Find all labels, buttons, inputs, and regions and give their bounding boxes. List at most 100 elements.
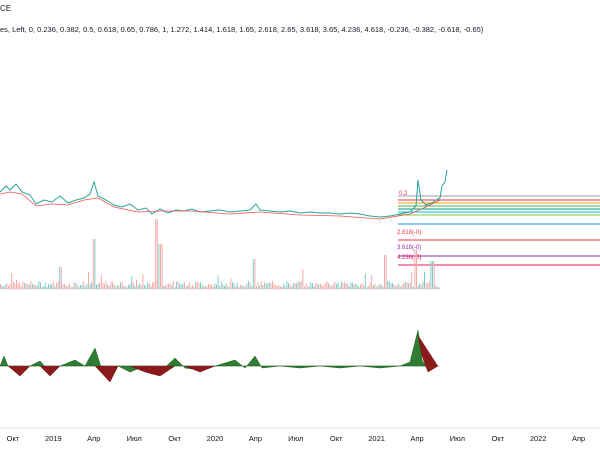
volume-bar	[33, 284, 35, 289]
volume-bar	[180, 284, 182, 289]
volume-bar	[142, 274, 144, 289]
volume-bar	[102, 282, 104, 289]
volume-bar	[97, 283, 99, 289]
volume-bar	[112, 282, 113, 289]
volume-bar	[188, 282, 190, 289]
volume-bar	[185, 286, 187, 289]
volume-bar	[28, 284, 30, 289]
volume-bar	[107, 284, 109, 289]
volume-bar	[294, 282, 296, 289]
volume-bar	[161, 244, 163, 289]
volume-bar	[174, 286, 176, 289]
volume-bar	[38, 281, 40, 289]
volume-bar	[96, 284, 97, 289]
volume-bar	[140, 285, 142, 289]
volume-bar	[155, 219, 157, 289]
volume-bar	[14, 283, 16, 289]
volume-bar	[57, 282, 59, 289]
volume-bar	[284, 286, 286, 289]
volume-bar	[169, 283, 171, 289]
time-label: 2019	[45, 434, 62, 443]
volume-bar	[404, 281, 406, 289]
volume-bar	[347, 283, 349, 289]
volume-bar	[380, 284, 382, 289]
volume-bar	[94, 239, 96, 289]
fib-label: 3.618(-0)	[397, 245, 421, 251]
volume-bar	[70, 286, 72, 289]
volume-bar	[208, 284, 209, 289]
volume-bar	[156, 219, 158, 289]
price-line	[0, 169, 448, 218]
volume-bar	[128, 284, 129, 289]
time-label: Окт	[7, 434, 20, 443]
volume-bar	[30, 281, 32, 289]
volume-bar	[364, 273, 366, 289]
volume-bar	[344, 282, 345, 289]
volume-bar	[243, 286, 245, 289]
volume-bar	[307, 285, 309, 289]
volume-bar	[228, 286, 230, 289]
volume-bar	[387, 281, 389, 289]
volume-bar	[163, 285, 165, 289]
volume-bar	[89, 284, 91, 289]
volume-bar	[329, 284, 331, 289]
volume-bar	[41, 286, 43, 289]
volume-bar	[254, 259, 256, 289]
volume-bar	[400, 286, 401, 289]
volume-bar	[139, 283, 141, 289]
volume-bar	[81, 284, 83, 289]
volume-bar	[83, 281, 85, 289]
volume-bar	[246, 283, 248, 289]
volume-bar	[425, 282, 427, 289]
volume-bar	[134, 285, 136, 289]
volume-bar	[108, 285, 110, 289]
volume-bar	[401, 285, 403, 289]
volume-bar	[24, 283, 25, 289]
volume-bar	[326, 281, 328, 289]
volume-bar	[164, 285, 166, 289]
volume-bar	[60, 267, 62, 289]
volume-bar	[67, 286, 69, 289]
volume-bar	[278, 285, 280, 289]
time-label: 2022	[530, 434, 547, 443]
volume-bar	[179, 283, 181, 289]
volume-bar	[212, 286, 214, 289]
volume-bar	[62, 284, 64, 289]
volume-bar	[369, 282, 371, 289]
volume-bar	[196, 281, 198, 289]
volume-bar	[241, 285, 243, 289]
volume-bar	[129, 284, 131, 289]
volume-bar	[227, 286, 229, 289]
volume-bar	[363, 285, 365, 289]
volume-bar	[238, 286, 240, 289]
volume-bar	[267, 283, 269, 289]
volume-bar	[406, 282, 408, 289]
volume-bar	[49, 284, 51, 289]
volume-bar	[115, 286, 117, 289]
volume-bar	[219, 285, 221, 289]
volume-bar	[264, 282, 265, 289]
volume-bar	[356, 285, 358, 289]
volume-bar	[121, 281, 123, 289]
time-label: 2021	[368, 434, 385, 443]
volume-bar	[220, 281, 222, 289]
volume-bar	[9, 283, 11, 289]
volume-bar	[430, 261, 432, 289]
volume-bar	[232, 282, 233, 289]
volume-bar	[104, 283, 105, 289]
volume-bar	[20, 286, 22, 289]
volume-bar	[288, 283, 289, 289]
volume-bar	[236, 282, 238, 289]
symbol-title: CE	[0, 4, 11, 13]
volume-bar	[100, 274, 102, 289]
volume-bar	[265, 282, 267, 289]
volume-bar	[259, 285, 261, 289]
volume-bar	[379, 283, 381, 289]
volume-bar	[368, 285, 369, 289]
volume-bar	[310, 282, 312, 289]
volume-bar	[113, 284, 115, 289]
volume-bar	[350, 282, 352, 289]
volume-bar	[193, 286, 195, 289]
volume-bar	[308, 286, 310, 289]
volume-bar	[150, 286, 152, 289]
